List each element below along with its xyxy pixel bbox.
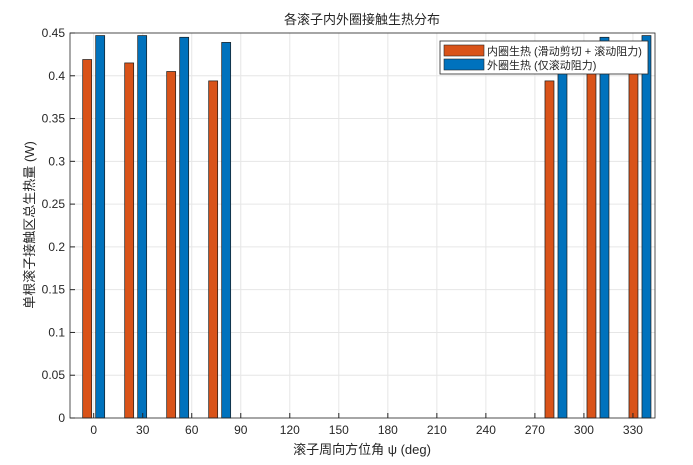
plot-area-box bbox=[69, 32, 656, 419]
bar-inner-6 bbox=[628, 62, 639, 419]
x-tick-label: 180 bbox=[378, 423, 398, 437]
bar-inner-2 bbox=[166, 71, 177, 419]
bar-outer-4 bbox=[557, 42, 568, 419]
x-tick-label: 60 bbox=[185, 423, 199, 437]
y-tick-label: 0.2 bbox=[48, 240, 65, 254]
x-tick-label: 120 bbox=[280, 423, 300, 437]
bar-outer-1 bbox=[137, 35, 148, 419]
legend: 内圈生热 (滑动剪切 + 滚动阻力) 外圈生热 (仅滚动阻力) bbox=[439, 40, 649, 75]
y-tick-label: 0.25 bbox=[42, 197, 66, 211]
legend-swatch-inner bbox=[443, 44, 485, 57]
bar-inner-0 bbox=[82, 59, 93, 419]
y-tick-label: 0.3 bbox=[48, 154, 65, 168]
bar-outer-6 bbox=[641, 35, 652, 419]
x-tick-label: 300 bbox=[574, 423, 594, 437]
y-tick-label: 0.1 bbox=[48, 325, 65, 339]
x-tick-label: 270 bbox=[525, 423, 545, 437]
x-tick-label: 0 bbox=[90, 423, 97, 437]
bar-outer-2 bbox=[179, 36, 190, 419]
y-tick-label: 0.35 bbox=[42, 112, 66, 126]
y-tick-label: 0 bbox=[58, 411, 65, 425]
chart-title: 各滚子内外圈接触生热分布 bbox=[284, 12, 440, 27]
x-tick-label: 150 bbox=[329, 423, 349, 437]
x-tick-label: 90 bbox=[234, 423, 248, 437]
legend-swatch-outer bbox=[443, 58, 485, 71]
legend-label-inner: 内圈生热 (滑动剪切 + 滚动阻力) bbox=[487, 44, 642, 58]
y-tick-label: 0.4 bbox=[48, 69, 65, 83]
x-tick-label: 210 bbox=[427, 423, 447, 437]
bar-inner-5 bbox=[586, 71, 597, 419]
bar-inner-4 bbox=[544, 80, 555, 419]
y-tick-label: 0.15 bbox=[42, 283, 66, 297]
bar-inner-1 bbox=[124, 62, 135, 419]
y-tick-label: 0.45 bbox=[42, 26, 66, 40]
bar-outer-5 bbox=[599, 36, 610, 419]
x-tick-label: 330 bbox=[623, 423, 643, 437]
y-tick-label: 0.05 bbox=[42, 368, 66, 382]
legend-label-outer: 外圈生热 (仅滚动阻力) bbox=[487, 58, 596, 72]
bar-outer-3 bbox=[221, 42, 232, 419]
x-tick-label: 240 bbox=[476, 423, 496, 437]
bar-inner-3 bbox=[208, 80, 219, 419]
y-axis-label: 单根滚子接触区总生热量 (W) bbox=[22, 141, 37, 309]
x-axis-label: 滚子周向方位角 ψ (deg) bbox=[293, 442, 431, 457]
bar-outer-0 bbox=[95, 35, 106, 419]
x-tick-label: 30 bbox=[136, 423, 150, 437]
